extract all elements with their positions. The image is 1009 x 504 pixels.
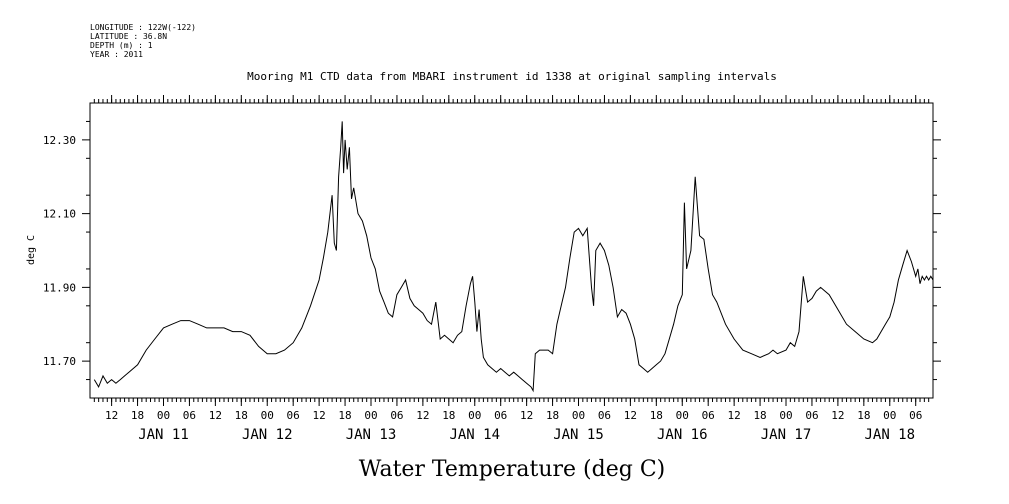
x-hour-label: 00 — [468, 409, 481, 422]
x-hour-label: 12 — [831, 409, 844, 422]
x-hour-label: 18 — [235, 409, 248, 422]
header-longitude: LONGITUDE : 122W(-122) — [90, 23, 196, 32]
x-hour-label: 12 — [416, 409, 429, 422]
x-hour-label: 00 — [883, 409, 896, 422]
x-day-label: JAN 18 — [864, 427, 915, 443]
x-hour-label: 00 — [364, 409, 377, 422]
plot-frame — [89, 102, 934, 399]
x-day-label: JAN 14 — [449, 427, 500, 443]
y-tick-label: 11.70 — [43, 355, 76, 368]
hour-minor-ticks — [93, 99, 930, 402]
x-hour-label: 00 — [676, 409, 689, 422]
x-hour-label: 18 — [753, 409, 766, 422]
header-depth: DEPTH (m) : 1 — [90, 41, 153, 50]
x-hour-label: 12 — [520, 409, 533, 422]
x-hour-label: 06 — [805, 409, 818, 422]
y-axis: 11.70 11.90 12.10 12.30 — [43, 120, 941, 381]
x-hour-label: 12 — [728, 409, 741, 422]
x-hour-label: 12 — [105, 409, 118, 422]
x-hour-label: 00 — [572, 409, 585, 422]
header-latitude: LATITUDE : 36.8N — [90, 32, 167, 41]
y-tick-label: 12.30 — [43, 134, 76, 147]
x-hour-label: 18 — [650, 409, 663, 422]
x-hour-label: 00 — [261, 409, 274, 422]
x-axis-label: Water Temperature (deg C) — [359, 457, 666, 482]
x-hour-label: 06 — [390, 409, 403, 422]
x-hour-label: 06 — [598, 409, 611, 422]
x-hour-label: 00 — [157, 409, 170, 422]
x-hour-label: 06 — [702, 409, 715, 422]
x-axis: 12 18 00 06 12 18 00 06 12 18 00 06 12 18 00 06 12 18 00 06… — [105, 95, 922, 443]
x-hour-label: 18 — [338, 409, 351, 422]
x-hour-label: 12 — [209, 409, 222, 422]
x-hour-label: 12 — [624, 409, 637, 422]
series-layer — [93, 121, 934, 393]
x-hour-label: 06 — [287, 409, 300, 422]
x-hour-label: 00 — [779, 409, 792, 422]
header-year: YEAR : 2011 — [90, 50, 143, 59]
x-hour-label: 06 — [494, 409, 507, 422]
x-hour-label: 18 — [546, 409, 559, 422]
x-hour-label: 06 — [909, 409, 922, 422]
x-hour-label: 12 — [312, 409, 325, 422]
x-day-label: JAN 11 — [138, 427, 189, 443]
minor-ticks — [93, 99, 930, 402]
temperature-series-line — [93, 121, 934, 393]
x-day-label: JAN 15 — [553, 427, 604, 443]
x-hour-label: 18 — [857, 409, 870, 422]
x-hour-label: 18 — [131, 409, 144, 422]
chart-title: Mooring M1 CTD data from MBARI instrumen… — [247, 70, 777, 83]
x-day-label: JAN 16 — [657, 427, 708, 443]
x-hour-label: 18 — [442, 409, 455, 422]
x-hour-label: 06 — [183, 409, 196, 422]
y-tick-label: 11.90 — [43, 281, 76, 294]
x-day-label: JAN 12 — [242, 427, 293, 443]
x-day-label: JAN 17 — [761, 427, 812, 443]
x-day-label: JAN 13 — [346, 427, 397, 443]
y-axis-label: deg C — [26, 235, 37, 265]
y-tick-label: 12.10 — [43, 208, 76, 221]
